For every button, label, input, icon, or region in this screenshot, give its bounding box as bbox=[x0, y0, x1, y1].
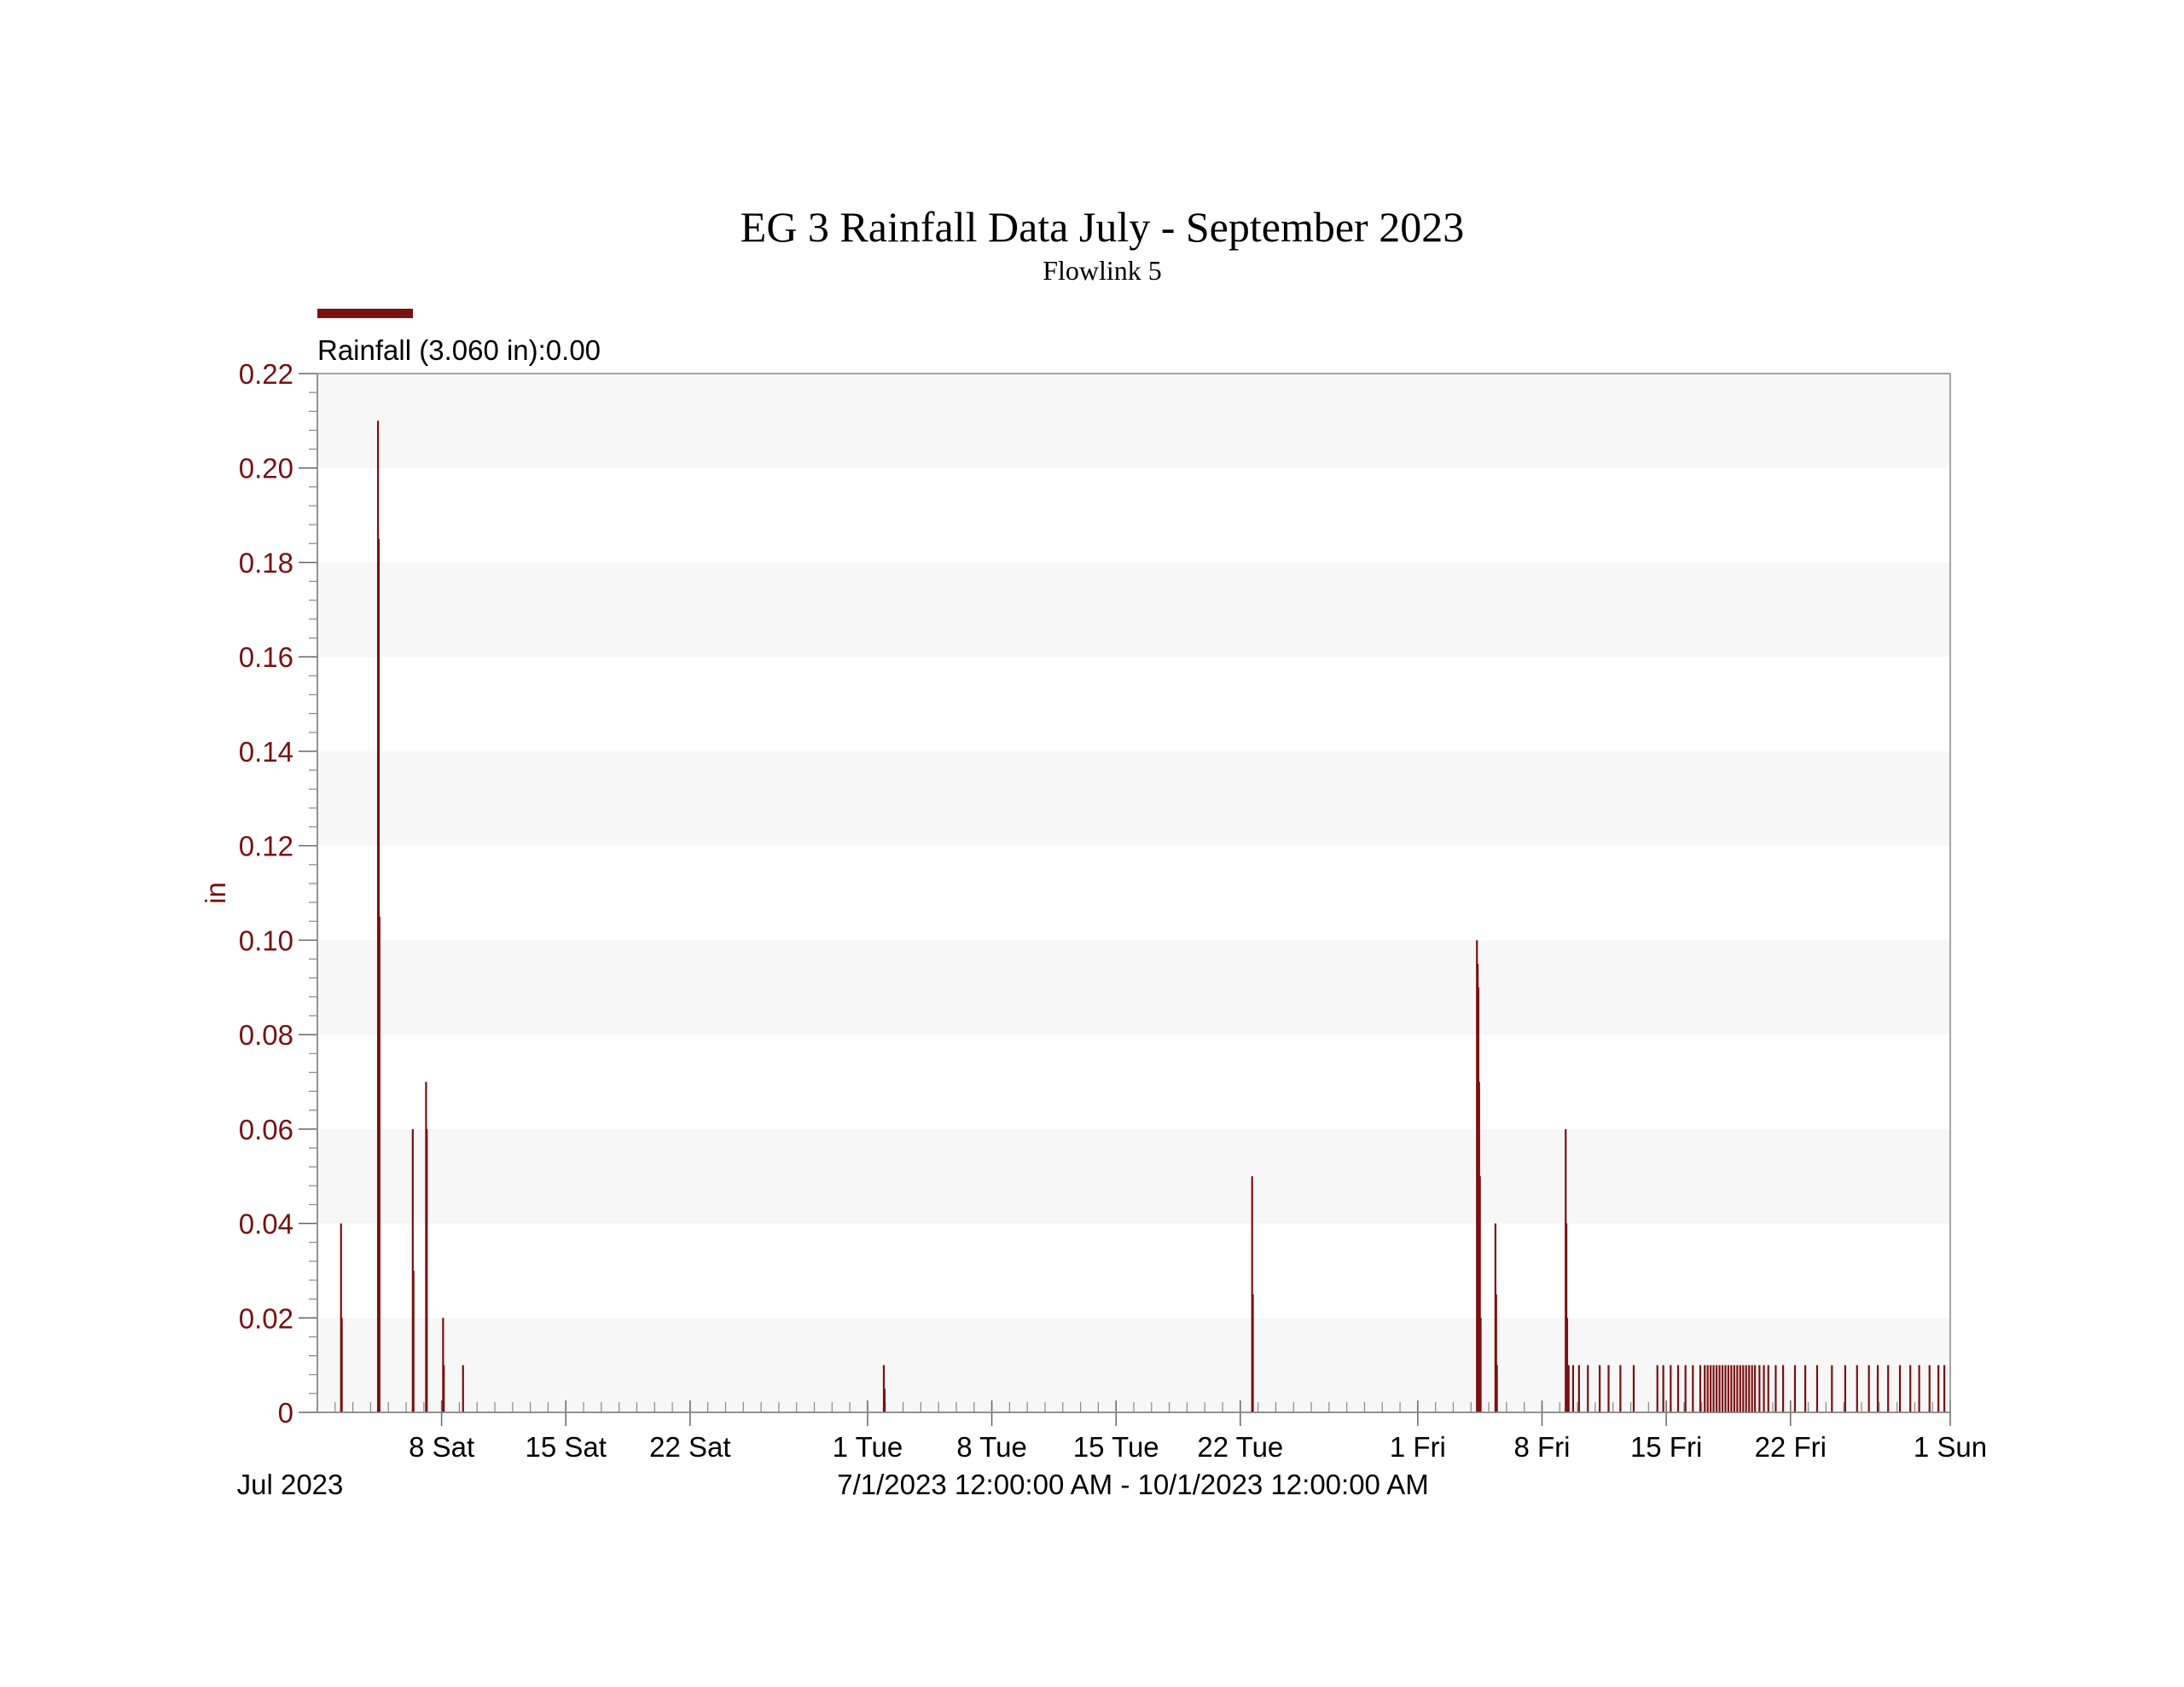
y-tick-label: 0 bbox=[278, 1397, 293, 1429]
y-tick-label: 0.18 bbox=[239, 547, 293, 578]
x-tick-label: 22 Sat bbox=[649, 1431, 730, 1463]
grid-band bbox=[317, 1128, 1950, 1224]
grid-band bbox=[317, 845, 1950, 941]
y-tick-label: 0.22 bbox=[239, 358, 293, 390]
grid-band bbox=[317, 657, 1950, 751]
x-tick-label: 8 Fri bbox=[1514, 1431, 1571, 1463]
plot-bands bbox=[317, 374, 1950, 1412]
y-tick-label: 0.06 bbox=[239, 1114, 293, 1145]
grid-band bbox=[317, 751, 1950, 846]
y-tick-label: 0.16 bbox=[239, 641, 293, 673]
x-tick-label: 22 Tue bbox=[1197, 1431, 1283, 1463]
legend-label: Rainfall (3.060 in):0.00 bbox=[317, 334, 601, 366]
x-tick-label: 15 Sat bbox=[526, 1431, 607, 1463]
plot-frame bbox=[317, 373, 1951, 1413]
y-axis: 0 0.02 0.04 0.06 0.08 0.10 0.12 0.14 0.16 0.18 0.2… bbox=[239, 358, 318, 1429]
grid-band bbox=[317, 467, 1950, 563]
y-tick-label: 0.20 bbox=[239, 453, 293, 484]
x-tick-label: 1 Sun bbox=[1914, 1431, 1987, 1463]
grid-band bbox=[317, 562, 1950, 658]
x-tick-label: 15 Tue bbox=[1073, 1431, 1159, 1463]
y-tick-label: 0.04 bbox=[239, 1209, 293, 1240]
x-tick-label: 8 Tue bbox=[956, 1431, 1027, 1463]
x-tick-label: 1 Fri bbox=[1390, 1431, 1446, 1463]
legend-swatch bbox=[317, 309, 413, 318]
grid-band bbox=[317, 1223, 1950, 1319]
x-axis-range-label: 7/1/2023 12:00:00 AM - 10/1/2023 12:00:0… bbox=[837, 1469, 1429, 1500]
y-tick-label: 0.14 bbox=[239, 736, 293, 768]
grid-band bbox=[317, 940, 1950, 1035]
x-tick-label: 1 Tue bbox=[833, 1431, 903, 1463]
x-axis-start-label: Jul 2023 bbox=[237, 1469, 344, 1500]
y-tick-label: 0.08 bbox=[239, 1019, 293, 1051]
y-axis-label: in bbox=[200, 882, 231, 904]
y-tick-label: 0.10 bbox=[239, 925, 293, 956]
chart-title: EG 3 Rainfall Data July - September 2023 bbox=[741, 203, 1464, 251]
x-tick-label: 8 Sat bbox=[409, 1431, 474, 1463]
y-tick-label: 0.12 bbox=[239, 831, 293, 862]
legend: Rainfall (3.060 in):0.00 bbox=[317, 309, 601, 366]
rainfall-series bbox=[340, 420, 1946, 1412]
x-tick-label: 15 Fri bbox=[1630, 1431, 1702, 1463]
grid-band bbox=[317, 1035, 1950, 1129]
x-tick-label: 22 Fri bbox=[1755, 1431, 1827, 1463]
chart-subtitle: Flowlink 5 bbox=[1043, 255, 1162, 286]
y-tick-label: 0.02 bbox=[239, 1302, 293, 1334]
grid-band bbox=[317, 374, 1950, 468]
